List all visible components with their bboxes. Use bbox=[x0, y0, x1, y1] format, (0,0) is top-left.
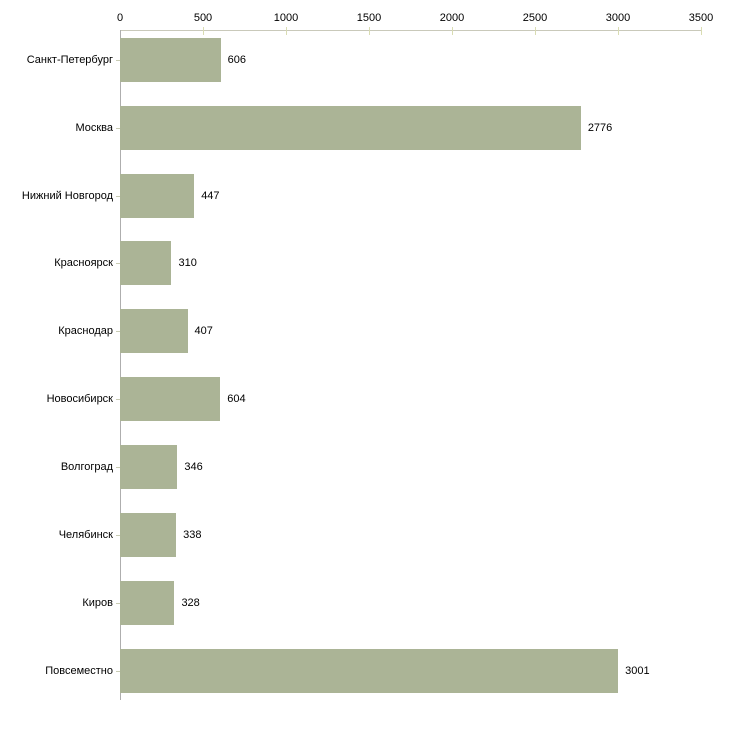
category-tick-mark bbox=[116, 467, 120, 469]
category-label: Повсеместно bbox=[45, 664, 113, 677]
category-label: Краснодар bbox=[58, 325, 113, 338]
value-label: 606 bbox=[227, 53, 246, 66]
value-label: 346 bbox=[184, 461, 203, 474]
category-label: Новосибирск bbox=[46, 393, 113, 406]
x-tick-mark bbox=[618, 27, 619, 35]
category-label: Нижний Новгород bbox=[21, 189, 113, 202]
category-label: Волгоград bbox=[60, 461, 113, 474]
value-label: 338 bbox=[183, 529, 202, 541]
category-tick-mark bbox=[116, 127, 120, 129]
category-tick-mark bbox=[116, 331, 120, 333]
category-label: Санкт-Петербург bbox=[26, 53, 113, 66]
chart-row: Санкт-Петербург 606 bbox=[0, 37, 730, 82]
x-tick-mark bbox=[369, 27, 370, 35]
category-tick-mark bbox=[116, 602, 120, 604]
bar bbox=[120, 580, 175, 625]
category-label: Москва bbox=[75, 121, 113, 134]
chart-row: Нижний Новгород 447 bbox=[0, 173, 730, 218]
value-label: 447 bbox=[201, 189, 220, 202]
category-tick-mark bbox=[116, 535, 120, 536]
chart-row: Челябинск 338 bbox=[0, 513, 730, 557]
value-label: 407 bbox=[194, 325, 213, 338]
bar bbox=[120, 309, 188, 354]
x-tick-label: 2500 bbox=[522, 12, 548, 24]
x-tick-label: 0 bbox=[116, 12, 124, 24]
x-tick-mark bbox=[286, 27, 287, 35]
category-label: Киров bbox=[82, 596, 113, 609]
x-tick-mark bbox=[701, 27, 702, 35]
chart-row: Новосибирск 604 bbox=[0, 377, 730, 422]
value-label: 328 bbox=[181, 596, 200, 609]
x-tick-label: 3000 bbox=[605, 12, 631, 24]
value-label: 604 bbox=[227, 393, 246, 406]
bar bbox=[120, 173, 195, 218]
x-tick-mark bbox=[535, 27, 536, 35]
category-label: Челябинск bbox=[58, 529, 113, 541]
chart-row: Москва 2776 bbox=[0, 105, 730, 150]
category-tick-mark bbox=[116, 195, 120, 197]
value-label: 2776 bbox=[587, 121, 613, 134]
bar bbox=[120, 648, 619, 693]
bar bbox=[120, 513, 177, 557]
x-tick-label: 3500 bbox=[688, 12, 714, 24]
bar bbox=[120, 105, 581, 150]
chart-row: Повсеместно 3001 bbox=[0, 648, 730, 693]
category-tick-mark bbox=[116, 59, 120, 61]
category-tick-mark bbox=[116, 670, 120, 672]
y-axis-line bbox=[120, 30, 121, 700]
chart-row: Киров 328 bbox=[0, 580, 730, 625]
x-tick-mark bbox=[452, 27, 453, 35]
bar bbox=[120, 241, 172, 286]
x-tick-mark bbox=[203, 27, 204, 35]
bar bbox=[120, 37, 221, 82]
value-label: 3001 bbox=[625, 664, 650, 677]
category-tick-mark bbox=[116, 399, 120, 401]
category-label: Красноярск bbox=[54, 257, 113, 270]
value-label: 310 bbox=[178, 257, 197, 270]
x-tick-label: 2000 bbox=[439, 12, 465, 24]
category-tick-mark bbox=[116, 263, 120, 265]
chart-row: Краснодар 407 bbox=[0, 309, 730, 354]
chart-row: Волгоград 346 bbox=[0, 445, 730, 490]
x-tick-label: 500 bbox=[193, 12, 213, 24]
x-tick-label: 1500 bbox=[356, 12, 382, 24]
bar bbox=[120, 445, 178, 490]
x-axis-line bbox=[120, 30, 702, 31]
bar bbox=[120, 377, 221, 422]
chart-row: Красноярск 310 bbox=[0, 241, 730, 286]
x-tick-label: 1000 bbox=[273, 12, 299, 24]
